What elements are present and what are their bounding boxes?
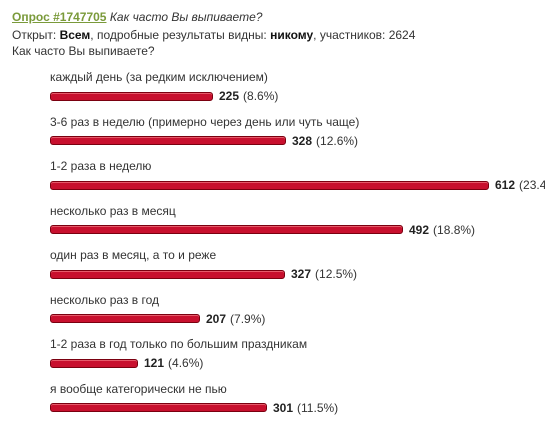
- result-percent: (12.6%): [316, 134, 358, 148]
- poll-id-link[interactable]: Опрос #1747705: [12, 10, 106, 24]
- poll-option: каждый день (за редким исключением) 225 (8…: [50, 70, 530, 115]
- poll-question: Как часто Вы выпиваете?: [12, 43, 155, 59]
- poll-option: несколько раз в месяц 492 (18.8%): [50, 204, 530, 249]
- poll-meta: Открыт: Всем, подробные результаты видны…: [12, 27, 415, 43]
- result-bar: [50, 136, 286, 145]
- option-result: 327 (12.5%): [50, 267, 357, 281]
- option-result: 492 (18.8%): [50, 223, 475, 237]
- result-bar: [50, 225, 403, 234]
- result-percent: (8.6%): [243, 89, 278, 103]
- result-count: 328: [292, 134, 312, 148]
- result-percent: (7.9%): [230, 312, 265, 326]
- result-percent: (12.5%): [315, 267, 357, 281]
- result-percent: (18.8%): [433, 223, 475, 237]
- result-count: 207: [206, 312, 226, 326]
- option-result: 121 (4.6%): [50, 356, 203, 370]
- result-count: 492: [409, 223, 429, 237]
- result-count: 612: [495, 178, 515, 192]
- option-result: 225 (8.6%): [50, 89, 278, 103]
- poll-header: Опрос #1747705 Как часто Вы выпиваете?: [12, 9, 262, 25]
- option-label: один раз в месяц, а то и реже: [50, 248, 530, 262]
- option-label: каждый день (за редким исключением): [50, 70, 530, 84]
- option-label: 1-2 раза в неделю: [50, 159, 530, 173]
- poll-option: 1-2 раза в год только по большим праздни…: [50, 337, 530, 382]
- option-label: я вообще категорически не пью: [50, 382, 530, 396]
- option-label: несколько раз в год: [50, 293, 530, 307]
- option-result: 207 (7.9%): [50, 312, 265, 326]
- result-bar: [50, 359, 138, 368]
- results-label: , подробные результаты видны:: [90, 28, 266, 42]
- poll-option: 3-6 раз в неделю (примерно через день ил…: [50, 115, 530, 160]
- option-label: 1-2 раза в год только по большим праздни…: [50, 337, 530, 351]
- open-label: Открыт:: [12, 28, 56, 42]
- poll-option: один раз в месяц, а то и реже 327 (12.5%): [50, 248, 530, 293]
- option-result: 612 (23.4%): [50, 178, 545, 192]
- result-count: 225: [219, 89, 239, 103]
- participants-label: , участников:: [313, 28, 385, 42]
- result-count: 327: [291, 267, 311, 281]
- poll-title: Как часто Вы выпиваете?: [110, 10, 263, 24]
- result-percent: (4.6%): [168, 356, 203, 370]
- participants-count: 2624: [389, 28, 416, 42]
- result-bar: [50, 314, 200, 323]
- result-bar: [50, 270, 285, 279]
- result-bar: [50, 92, 213, 101]
- result-count: 121: [144, 356, 164, 370]
- results-value: никому: [270, 28, 313, 42]
- result-percent: (23.4%): [519, 178, 545, 192]
- open-value: Всем: [60, 28, 91, 42]
- result-bar: [50, 181, 489, 190]
- poll-option: несколько раз в год 207 (7.9%): [50, 293, 530, 338]
- option-label: 3-6 раз в неделю (примерно через день ил…: [50, 115, 530, 129]
- option-result: 328 (12.6%): [50, 134, 358, 148]
- option-label: несколько раз в месяц: [50, 204, 530, 218]
- poll-options: каждый день (за редким исключением) 225 (8…: [50, 70, 530, 426]
